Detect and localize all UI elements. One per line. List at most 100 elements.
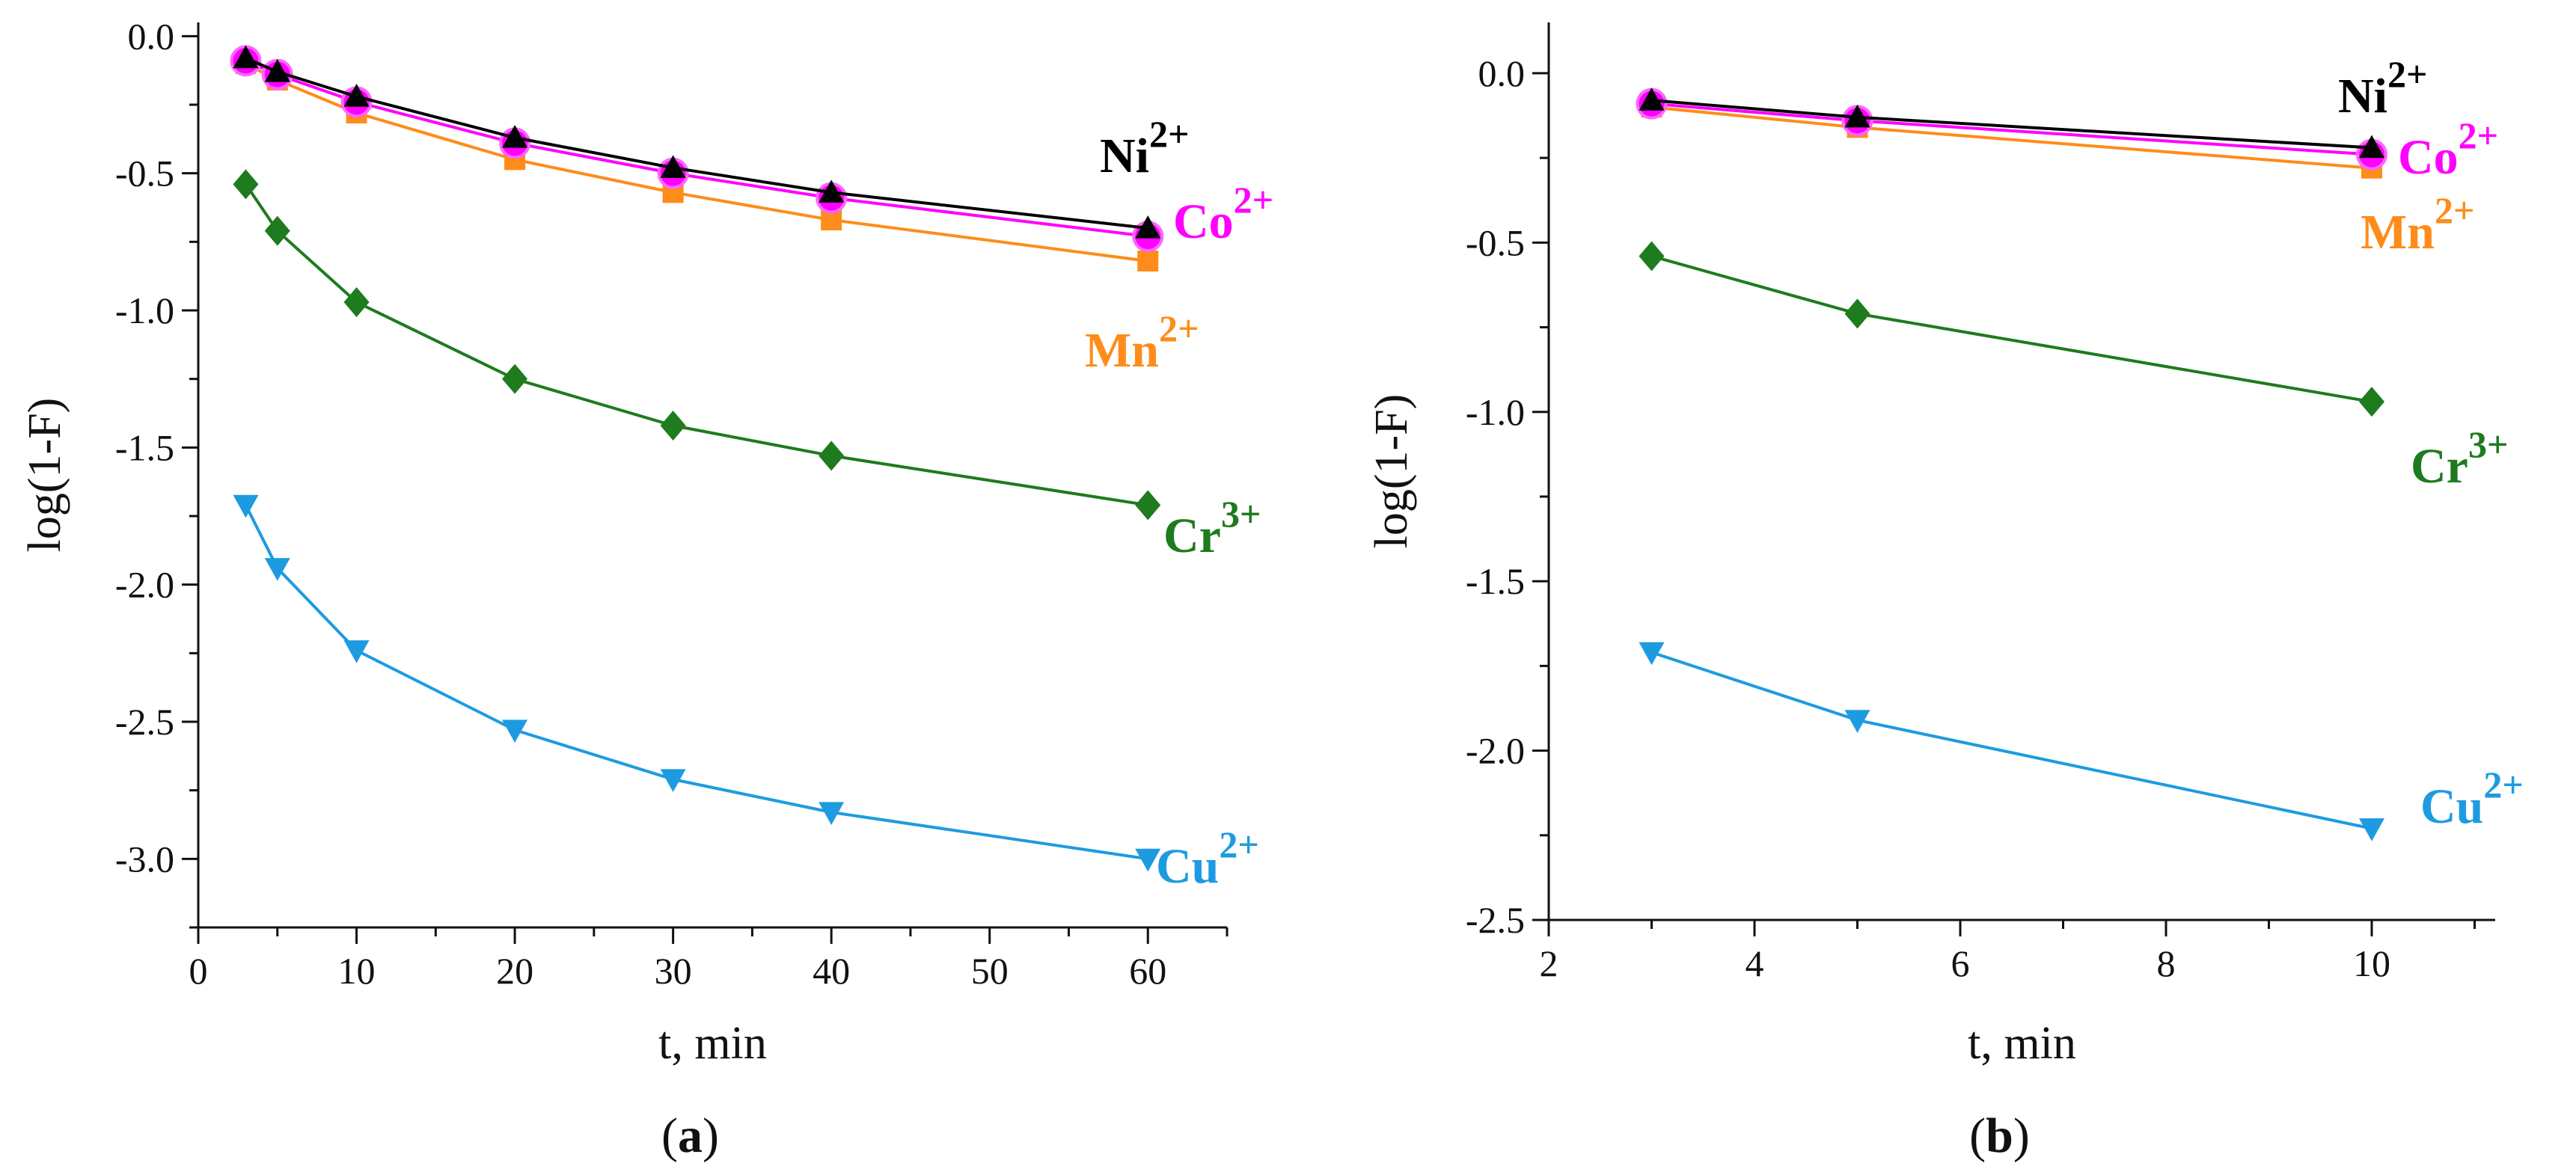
panel-b-ion-label-mn: Mn2+ <box>2361 189 2475 260</box>
panel-a-ion-label-mn: Mn2+ <box>1085 307 1199 378</box>
panel-label-letter: b <box>1986 1108 2013 1163</box>
panel-a-data-point-cr <box>343 287 370 317</box>
panel-a-series-line-ni <box>245 56 1148 230</box>
panel-a-series-mn <box>235 53 1159 271</box>
panel-b-series-line-mn <box>1651 105 2372 170</box>
panel-b-x-tick-label: 10 <box>2353 942 2390 984</box>
panel-b-x-tick-label: 8 <box>2157 942 2176 984</box>
panel-a-data-point-ni <box>502 125 528 148</box>
ion-charge: 2+ <box>2459 114 2499 156</box>
panel-a-data-point-ni <box>343 84 370 107</box>
panel-a-y-axis-title: log(1-F) <box>19 398 70 553</box>
panel-label-close: ) <box>2013 1108 2030 1163</box>
panel-b-x-tick-label: 6 <box>1951 942 1970 984</box>
ion-charge: 2+ <box>1234 179 1274 221</box>
panel-label-open: ( <box>1969 1108 1986 1163</box>
panel-a-y-tick-label: -0.5 <box>115 153 174 194</box>
panel-a: 0 10 20 30 40 50 60 0.0 -0.5 -1.0 -1.5 -2.0 -2.5 -3.0… <box>19 15 1273 1163</box>
panel-a-x-tick-label: 20 <box>496 950 533 992</box>
panel-b-series-line-cu <box>1650 651 2372 830</box>
ion-charge: 2+ <box>2483 764 2524 806</box>
panel-b-data-point-cu <box>2359 818 2384 841</box>
panel-b-x-tick-label: 2 <box>1540 942 1558 984</box>
panel-label-letter: a <box>678 1108 703 1163</box>
ion-symbol: Mn <box>2361 205 2435 260</box>
panel-a-x-tick-label: 60 <box>1129 950 1166 992</box>
panel-b-label: (b) <box>1969 1108 2030 1163</box>
panel-a-label: (a) <box>661 1108 719 1163</box>
ion-symbol: Cr <box>2411 439 2468 494</box>
panel-b-ion-label-cu: Cu2+ <box>2420 764 2524 834</box>
panel-a-data-point-cr <box>819 441 845 471</box>
panel-a-y-tick-label: -1.0 <box>115 289 174 331</box>
panel-b-x-axis-title: t, min <box>1968 1018 2076 1069</box>
panel-a-series-line-mn <box>245 62 1148 263</box>
ion-charge: 2+ <box>1159 307 1199 349</box>
panel-a-data-point-cu <box>233 494 259 518</box>
panel-b-series-line-cr <box>1650 254 2372 404</box>
panel-b-y-tick-label: -1.0 <box>1466 391 1525 433</box>
panel-b-series-line-co <box>1651 102 2372 156</box>
panel-b-ion-label-cr: Cr3+ <box>2411 423 2508 494</box>
panel-a-data-point-cu <box>660 769 686 792</box>
ion-symbol: Ni <box>1100 129 1149 183</box>
ion-charge: 2+ <box>1219 823 1259 865</box>
ion-symbol: Ni <box>2338 69 2387 123</box>
panel-b-data-point-ni <box>1844 104 1870 128</box>
panel-a-y-tick-label: -2.5 <box>115 701 174 743</box>
ion-symbol: Co <box>1173 194 1234 249</box>
panel-a-data-point-cr <box>502 363 528 394</box>
ion-charge: 2+ <box>2387 53 2428 95</box>
panel-a-data-point-cr <box>1135 490 1161 521</box>
panel-b-y-tick-label: -0.5 <box>1466 221 1525 263</box>
panel-a-data-point-ni <box>1135 215 1161 239</box>
ion-symbol: Cu <box>2420 779 2483 834</box>
panel-b-y-tick-label: -2.5 <box>1466 899 1525 941</box>
panel-a-series-ni <box>233 45 1161 239</box>
panel-b-series-cr <box>1639 241 2384 417</box>
panel-a-data-point-ni <box>660 155 686 178</box>
panel-b-y-tick-label: 0.0 <box>1478 52 1526 94</box>
panel-a-x-axis-title: t, min <box>658 1018 767 1069</box>
panel-b-series-co <box>1636 88 2387 171</box>
ion-charge: 2+ <box>2435 189 2475 231</box>
ion-symbol: Mn <box>1085 323 1159 378</box>
panel-a-data-point-cu <box>819 802 845 825</box>
panel-a-data-point-cr <box>233 169 259 200</box>
panel-b-data-point-cr <box>1844 298 1870 329</box>
panel-a-y-tick-label: -3.0 <box>115 838 174 880</box>
panel-b-y-axis-title: log(1-F) <box>1366 394 1417 549</box>
panel-b-series-ni <box>1639 88 2384 159</box>
panel-b-ion-label-co: Co2+ <box>2398 114 2498 185</box>
panel-a-y-tick-label: 0.0 <box>128 15 175 57</box>
panel-b-ion-label-ni: Ni2+ <box>2338 53 2428 123</box>
panel-a-ion-label-cr: Cr3+ <box>1163 493 1261 563</box>
panel-a-x-tick-label: 50 <box>971 950 1009 992</box>
ion-symbol: Cu <box>1156 839 1219 894</box>
panel-a-data-point-cu <box>1135 848 1161 872</box>
panel-a-data-point-ni <box>264 59 290 82</box>
panel-b-y-tick-label: -2.0 <box>1466 730 1525 772</box>
panel-a-series-co <box>230 45 1164 252</box>
panel-b-y-tick-label: -1.5 <box>1466 560 1525 602</box>
panel-a-data-point-ni <box>233 45 259 69</box>
ion-charge: 3+ <box>2468 423 2509 465</box>
panel-a-data-point-cu <box>264 558 290 581</box>
panel-a-data-point-cr <box>264 215 290 246</box>
panel-a-data-point-cu <box>343 640 370 663</box>
panel-b-data-point-cr <box>1639 241 1665 271</box>
panel-b: 2 4 6 8 10 0.0 -0.5 -1.0 -1.5 -2.0 -2.5 t, min log(1… <box>1366 22 2524 1163</box>
panel-a-x-tick-label: 40 <box>813 950 850 992</box>
panel-a-series-cu <box>233 494 1161 872</box>
panel-b-data-point-cr <box>2359 387 2384 417</box>
ion-symbol: Cr <box>1163 509 1221 563</box>
panel-a-series-line-co <box>245 59 1148 238</box>
panel-a-data-point-mn <box>1137 251 1159 271</box>
panel-label-open: ( <box>661 1108 678 1163</box>
panel-a-data-point-cr <box>660 411 686 441</box>
panel-a-y-tick-label: -2.0 <box>115 564 174 606</box>
ion-charge: 3+ <box>1221 493 1261 535</box>
panel-a-ion-label-cu: Cu2+ <box>1156 823 1259 894</box>
panel-a-series-line-cr <box>244 183 1148 507</box>
